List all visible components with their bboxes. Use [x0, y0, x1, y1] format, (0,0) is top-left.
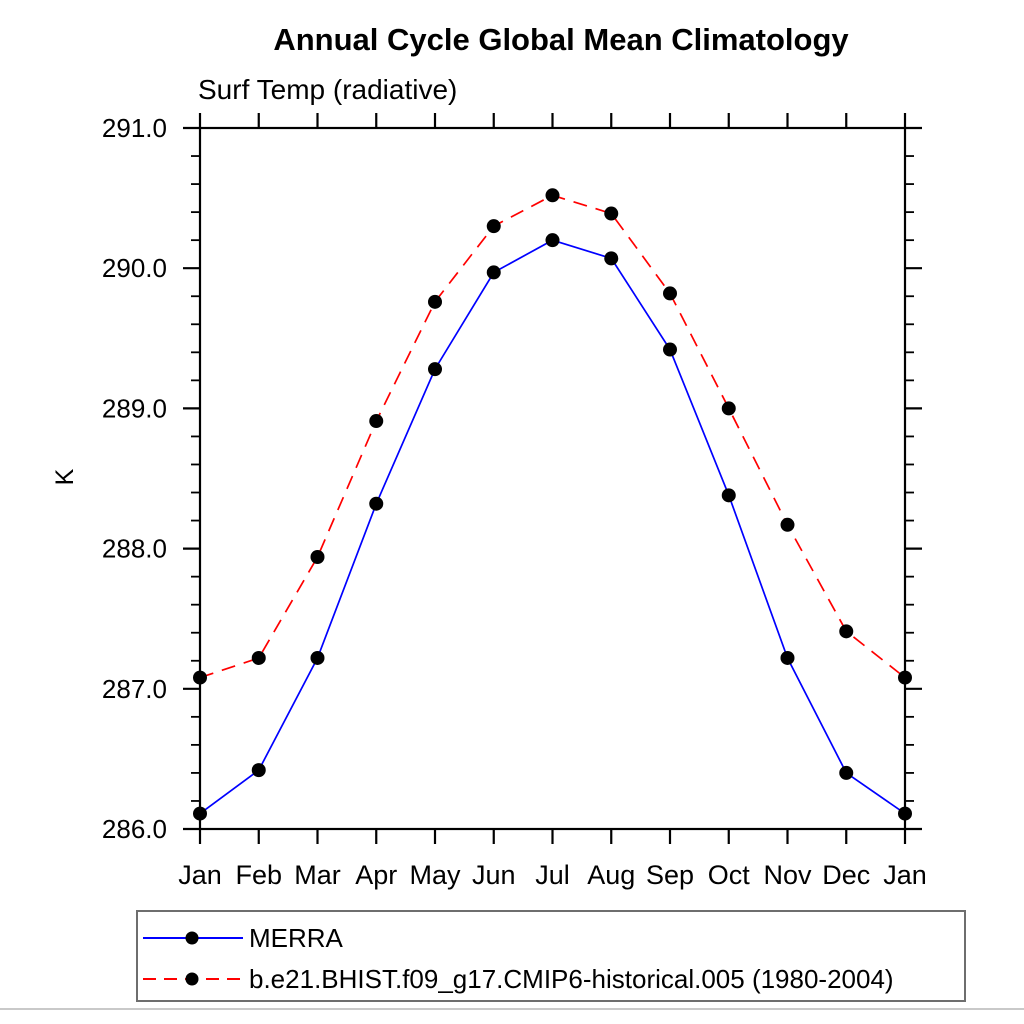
y-tick-label: 289.0	[102, 393, 167, 423]
data-point-marker	[839, 624, 854, 639]
data-point-marker	[428, 294, 442, 309]
chart-title: Annual Cycle Global Mean Climatology	[273, 22, 849, 57]
x-tick-label: Sep	[646, 860, 694, 890]
data-point-marker	[428, 362, 442, 377]
legend-item-merra: MERRA	[142, 923, 343, 953]
x-tick-label: Feb	[235, 860, 282, 890]
data-point-marker	[780, 517, 795, 532]
data-point-marker	[251, 650, 266, 665]
data-point-marker	[721, 488, 736, 503]
series-line	[199, 239, 906, 815]
data-point-marker	[486, 265, 501, 280]
series-line	[199, 194, 906, 679]
data-point-marker	[193, 670, 207, 685]
data-point-marker	[898, 670, 912, 685]
x-tick-label: Jun	[472, 860, 516, 890]
data-point-marker	[839, 765, 854, 780]
data-point-marker	[663, 342, 677, 357]
data-point-marker	[369, 414, 384, 429]
legend-label-model: b.e21.BHIST.f09_g17.CMIP6-historical.005…	[249, 963, 894, 994]
data-point-marker	[663, 286, 677, 301]
y-tick-label: 286.0	[102, 814, 167, 844]
x-tick-label: Mar	[294, 860, 341, 890]
data-point-marker	[193, 806, 207, 821]
x-tick-label: Jul	[535, 860, 570, 890]
legend-line-model-icon	[143, 972, 243, 986]
footer-divider	[0, 1008, 1024, 1010]
x-tick-label: Dec	[822, 860, 870, 890]
y-tick-label: 288.0	[102, 534, 167, 564]
x-tick-label: Oct	[708, 860, 751, 890]
data-point-marker	[898, 806, 912, 821]
x-tick-label: May	[409, 860, 461, 890]
data-point-marker	[780, 650, 795, 665]
legend-item-model: b.e21.BHIST.f09_g17.CMIP6-historical.005…	[142, 964, 894, 994]
data-point-marker	[604, 206, 619, 221]
data-point-marker	[545, 233, 560, 248]
x-tick-label: Jan	[178, 860, 222, 890]
legend-line-merra-icon	[143, 931, 243, 945]
legend-label-merra: MERRA	[249, 922, 343, 953]
data-point-marker	[721, 401, 736, 416]
data-point-marker	[486, 219, 501, 234]
y-tick-label: 290.0	[102, 253, 167, 283]
x-tick-label: Nov	[763, 860, 812, 890]
data-point-marker	[251, 763, 266, 778]
data-point-marker	[545, 188, 560, 203]
x-tick-label: Apr	[355, 860, 397, 890]
chart-subtitle: Surf Temp (radiative)	[198, 74, 458, 105]
data-point-marker	[310, 650, 325, 665]
data-point-marker	[310, 550, 325, 565]
y-tick-label: 291.0	[102, 113, 167, 143]
x-tick-label: Aug	[587, 860, 635, 890]
data-point-marker	[604, 251, 619, 266]
y-tick-label: 287.0	[102, 674, 167, 704]
data-point-marker	[369, 496, 384, 511]
x-tick-label: Jan	[883, 860, 927, 890]
legend: MERRA b.e21.BHIST.f09_g17.CMIP6-historic…	[136, 910, 966, 1002]
